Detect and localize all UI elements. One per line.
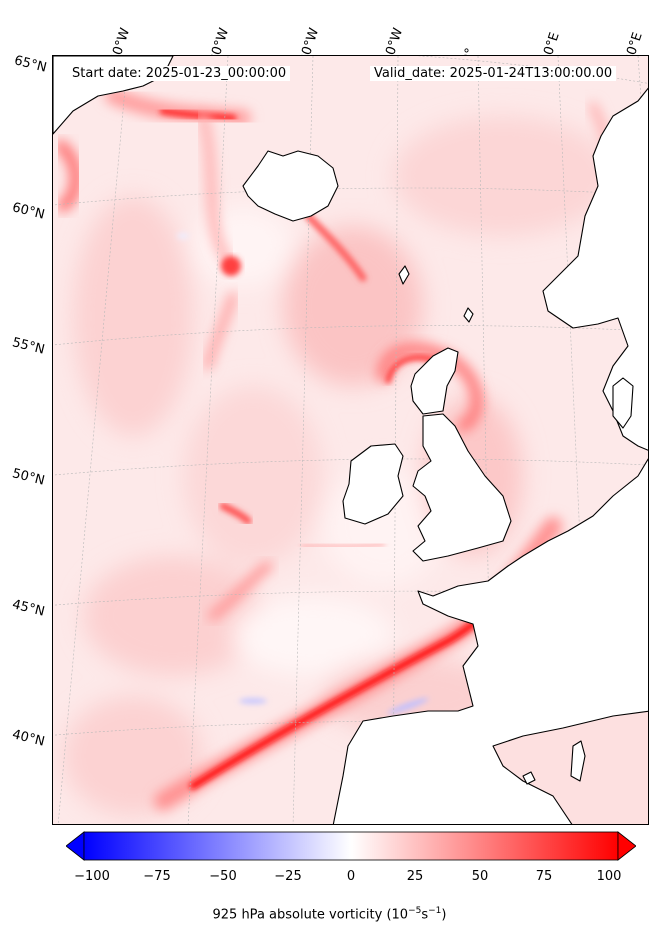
lat-label-65n: 65°N xyxy=(12,53,49,76)
colorbar-label-exponent-1: −5 xyxy=(408,906,422,916)
mediterranean-sea xyxy=(492,710,648,824)
colorbar-tick: 50 xyxy=(471,869,489,884)
ireland-coast xyxy=(342,443,404,525)
colorbar-label: 925 hPa absolute vorticity (10−5s−1) xyxy=(0,906,659,922)
vorticity-map xyxy=(52,55,649,825)
colorbar-label-unit: s xyxy=(421,907,429,923)
colorbar-tick: 0 xyxy=(346,869,356,884)
colorbar-tick: −100 xyxy=(74,869,110,884)
start-date-label: Start date: 2025-01-23_00:00:00 xyxy=(68,66,291,81)
denmark-coast xyxy=(612,377,634,429)
iceland-coast xyxy=(242,150,339,222)
colorbar-gradient xyxy=(83,831,619,861)
colorbar-extend-high xyxy=(617,831,637,861)
colorbar-extend-low xyxy=(65,831,85,861)
colorbar-tick: 75 xyxy=(535,869,553,884)
colorbar-tick: 25 xyxy=(406,869,424,884)
corsica-sardinia-coast xyxy=(570,740,586,782)
colorbar-label-close: ) xyxy=(441,907,447,923)
map-canvas xyxy=(53,56,648,824)
lat-label-50n: 50°N xyxy=(10,466,47,489)
colorbar-tick: −25 xyxy=(274,869,302,884)
lat-label-55n: 55°N xyxy=(10,335,47,358)
colorbar-label-exponent-2: −1 xyxy=(428,906,442,916)
lat-label-45n: 45°N xyxy=(10,597,47,620)
lat-label-40n: 40°N xyxy=(10,727,47,750)
coastlines xyxy=(53,56,648,824)
colorbar-tick: 100 xyxy=(596,869,622,884)
shetland-coast xyxy=(398,265,410,285)
colorbar-label-main: 925 hPa absolute vorticity (10 xyxy=(212,907,409,923)
scandinavia-coast xyxy=(542,87,648,451)
colorbar-tick: −75 xyxy=(143,869,171,884)
scotland-coast xyxy=(410,347,459,415)
lat-label-60n: 60°N xyxy=(10,200,47,223)
balearic-coast xyxy=(522,771,536,785)
colorbar-graphic xyxy=(65,831,637,861)
colorbar xyxy=(65,830,637,862)
colorbar-tick: −50 xyxy=(209,869,237,884)
valid-date-label: Valid_date: 2025-01-24T13:00:00.00 xyxy=(370,66,617,81)
faroe-coast xyxy=(463,307,474,323)
england-wales-coast xyxy=(412,413,512,562)
